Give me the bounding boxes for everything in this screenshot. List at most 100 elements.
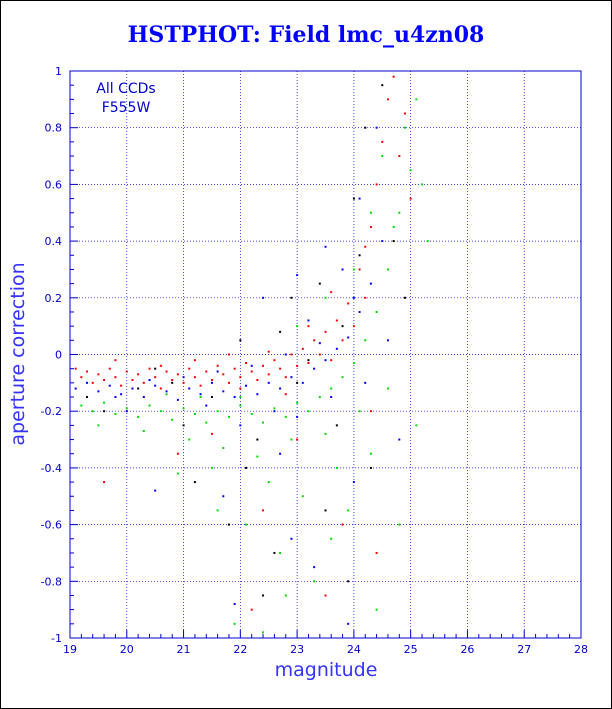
data-point: [216, 509, 219, 512]
data-point: [364, 296, 367, 299]
y-tick-label: 0.2: [45, 292, 63, 305]
data-point: [103, 379, 106, 382]
data-point: [296, 401, 299, 404]
data-point: [403, 296, 406, 299]
data-point: [154, 376, 157, 379]
data-point: [193, 376, 196, 379]
data-point: [290, 296, 293, 299]
data-point: [324, 594, 327, 597]
data-point: [267, 481, 270, 484]
grid-lines: [70, 71, 581, 638]
y-tick-label: -0.2: [41, 405, 62, 418]
data-point: [330, 291, 333, 294]
x-tick-label: 20: [120, 643, 134, 656]
data-point: [403, 112, 406, 115]
data-point: [233, 622, 236, 625]
data-point: [324, 245, 327, 248]
data-point: [398, 523, 401, 526]
data-point: [279, 330, 282, 333]
data-point: [409, 197, 412, 200]
data-point: [227, 381, 230, 384]
data-point: [324, 432, 327, 435]
data-point: [415, 424, 418, 427]
data-point: [233, 602, 236, 605]
data-point: [120, 393, 123, 396]
data-point: [74, 367, 77, 370]
data-point: [74, 387, 77, 390]
data-point: [142, 430, 145, 433]
data-point: [80, 376, 83, 379]
x-tick-label: 24: [347, 643, 361, 656]
data-point: [313, 339, 316, 342]
data-point: [262, 509, 265, 512]
data-point: [227, 415, 230, 418]
data-point: [97, 424, 100, 427]
data-point: [341, 268, 344, 271]
data-point: [324, 330, 327, 333]
data-point: [358, 268, 361, 271]
data-point: [103, 410, 106, 413]
data-point: [171, 381, 174, 384]
data-point: [148, 379, 151, 382]
data-point: [137, 387, 140, 390]
data-point: [421, 183, 424, 186]
data-point: [375, 310, 378, 313]
y-tick-labels: -1 -0.8 -0.6 -0.4 -0.2 0 0.2 0.4 0.6 0.8 1: [41, 65, 62, 645]
data-point: [227, 523, 230, 526]
data-point: [114, 413, 117, 416]
data-point: [369, 211, 372, 214]
data-point: [210, 396, 213, 399]
data-point: [347, 302, 350, 305]
data-point: [415, 98, 418, 101]
data-point: [142, 381, 145, 384]
data-point: [182, 381, 185, 384]
data-point: [301, 381, 304, 384]
data-point: [103, 401, 106, 404]
data-point: [324, 296, 327, 299]
data-point: [114, 359, 117, 362]
data-point: [193, 481, 196, 484]
data-point: [210, 432, 213, 435]
data-point: [222, 447, 225, 450]
data-point: [256, 438, 259, 441]
x-tick-label: 22: [233, 643, 247, 656]
data-point: [273, 410, 276, 413]
data-point: [91, 410, 94, 413]
data-point: [176, 373, 179, 376]
data-point: [369, 410, 372, 413]
data-point: [330, 537, 333, 540]
data-point: [409, 169, 412, 172]
data-point: [398, 211, 401, 214]
data-point: [250, 608, 253, 611]
data-point: [290, 376, 293, 379]
x-tick-label: 19: [63, 643, 77, 656]
data-point: [313, 566, 316, 569]
data-point: [307, 410, 310, 413]
data-point: [131, 387, 134, 390]
data-point: [279, 551, 282, 554]
data-point: [188, 438, 191, 441]
data-point: [193, 413, 196, 416]
data-point: [381, 84, 384, 87]
data-point: [262, 631, 265, 634]
data-point: [375, 183, 378, 186]
data-point: [279, 367, 282, 370]
data-point: [296, 381, 299, 384]
data-point: [148, 404, 151, 407]
data-point: [262, 421, 265, 424]
data-point: [358, 310, 361, 313]
x-axis-label: magnitude: [275, 659, 378, 681]
data-point: [375, 126, 378, 129]
x-tick-label: 23: [290, 643, 304, 656]
data-point: [284, 415, 287, 418]
data-point: [392, 75, 395, 78]
data-point: [358, 254, 361, 257]
data-point: [239, 396, 242, 399]
data-point: [114, 376, 117, 379]
data-point: [210, 379, 213, 382]
data-point: [313, 367, 316, 370]
data-point: [125, 410, 128, 413]
data-point: [193, 359, 196, 362]
data-point: [159, 410, 162, 413]
annotation-line-2: F555W: [102, 100, 151, 116]
